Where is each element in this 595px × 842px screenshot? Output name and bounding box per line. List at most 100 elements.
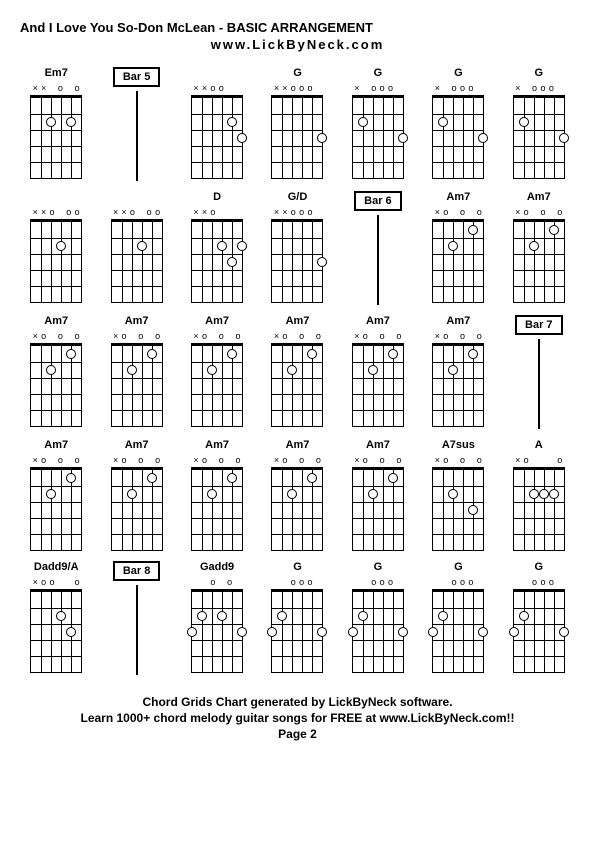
string-marker bbox=[467, 331, 475, 341]
string-marker: o bbox=[217, 83, 225, 93]
finger-dot bbox=[187, 627, 197, 637]
finger-dot bbox=[237, 133, 247, 143]
finger-dot bbox=[56, 241, 66, 251]
chord-diagram: ooo bbox=[267, 577, 327, 673]
chord-label: A bbox=[535, 439, 543, 453]
string-marker: × bbox=[272, 207, 280, 217]
string-marker: × bbox=[192, 207, 200, 217]
string-marker: o bbox=[137, 331, 145, 341]
finger-dot bbox=[66, 117, 76, 127]
string-marker: o bbox=[306, 207, 314, 217]
string-marker: o bbox=[459, 331, 467, 341]
chord-cell: A7sus ×ooo bbox=[422, 439, 494, 551]
finger-dot bbox=[448, 241, 458, 251]
string-marker: × bbox=[40, 83, 48, 93]
chord-label: G bbox=[535, 67, 544, 81]
string-marker: o bbox=[378, 455, 386, 465]
chord-cell: G ××ooo bbox=[261, 67, 333, 181]
string-marker bbox=[234, 207, 242, 217]
string-marker: × bbox=[514, 207, 522, 217]
string-marker: o bbox=[40, 331, 48, 341]
finger-dot bbox=[549, 225, 559, 235]
finger-dot bbox=[398, 133, 408, 143]
string-marker: o bbox=[547, 577, 555, 587]
chord-cell: Am7 ×ooo bbox=[261, 439, 333, 551]
string-marker bbox=[65, 455, 73, 465]
chord-diagram: ×ooo bbox=[428, 83, 488, 179]
string-marker bbox=[145, 455, 153, 465]
string-marker: × bbox=[112, 207, 120, 217]
string-marker: × bbox=[192, 83, 200, 93]
string-marker: × bbox=[433, 207, 441, 217]
string-marker bbox=[209, 331, 217, 341]
string-marker: o bbox=[298, 455, 306, 465]
string-marker bbox=[281, 577, 289, 587]
finger-dot bbox=[66, 627, 76, 637]
chord-label: Am7 bbox=[205, 439, 229, 453]
string-marker: o bbox=[289, 577, 297, 587]
string-marker: o bbox=[442, 455, 450, 465]
string-marker: o bbox=[459, 83, 467, 93]
bar-line bbox=[136, 91, 138, 181]
string-marker: o bbox=[378, 577, 386, 587]
string-marker bbox=[128, 455, 136, 465]
chord-cell: Em7 ××oo bbox=[20, 67, 92, 181]
string-marker bbox=[467, 207, 475, 217]
string-marker: o bbox=[200, 331, 208, 341]
website-url: www.LickByNeck.com bbox=[20, 37, 575, 52]
string-marker: o bbox=[226, 577, 234, 587]
bar-line bbox=[538, 339, 540, 429]
chord-cell: G ×ooo bbox=[422, 67, 494, 181]
fretboard bbox=[432, 467, 484, 551]
string-marker: o bbox=[547, 83, 555, 93]
fretboard bbox=[352, 589, 404, 673]
string-marker: o bbox=[459, 207, 467, 217]
string-marker: o bbox=[40, 455, 48, 465]
string-marker: × bbox=[514, 83, 522, 93]
chord-label: Am7 bbox=[44, 439, 68, 453]
string-marker bbox=[433, 577, 441, 587]
string-marker: o bbox=[73, 455, 81, 465]
string-marker bbox=[65, 83, 73, 93]
finger-dot bbox=[217, 611, 227, 621]
string-marker: o bbox=[217, 455, 225, 465]
string-marker: × bbox=[31, 577, 39, 587]
chord-diagram: ××oo bbox=[26, 83, 86, 179]
string-marker: o bbox=[522, 207, 530, 217]
string-marker bbox=[314, 577, 322, 587]
string-marker: × bbox=[433, 455, 441, 465]
finger-dot bbox=[137, 241, 147, 251]
string-marker bbox=[442, 577, 450, 587]
fretboard bbox=[271, 219, 323, 303]
string-marker bbox=[192, 577, 200, 587]
fretboard bbox=[513, 219, 565, 303]
string-marker: × bbox=[112, 331, 120, 341]
string-marker bbox=[353, 577, 361, 587]
chord-cell: Am7 ×ooo bbox=[261, 315, 333, 429]
chord-cell: Am7 ×ooo bbox=[503, 191, 575, 305]
string-marker bbox=[314, 207, 322, 217]
string-marker bbox=[547, 455, 555, 465]
string-marker bbox=[48, 455, 56, 465]
finger-dot bbox=[428, 627, 438, 637]
string-marker bbox=[56, 207, 64, 217]
string-marker bbox=[514, 577, 522, 587]
string-marker: o bbox=[531, 83, 539, 93]
finger-dot bbox=[317, 133, 327, 143]
chord-diagram: ×ooo bbox=[267, 331, 327, 427]
string-marker bbox=[48, 83, 56, 93]
string-marker bbox=[289, 331, 297, 341]
chord-diagram: ××ooo bbox=[267, 83, 327, 179]
string-marker: o bbox=[48, 577, 56, 587]
finger-dot bbox=[307, 473, 317, 483]
fretboard bbox=[191, 343, 243, 427]
chord-cell: Am7 ×ooo bbox=[100, 315, 172, 429]
bar-label: Bar 8 bbox=[113, 561, 161, 581]
finger-dot bbox=[237, 241, 247, 251]
string-marker bbox=[145, 331, 153, 341]
string-marker bbox=[234, 577, 242, 587]
string-marker: o bbox=[361, 331, 369, 341]
chord-diagram: ××ooo bbox=[107, 207, 167, 303]
chord-label: Am7 bbox=[286, 315, 310, 329]
chord-label: A7sus bbox=[442, 439, 475, 453]
